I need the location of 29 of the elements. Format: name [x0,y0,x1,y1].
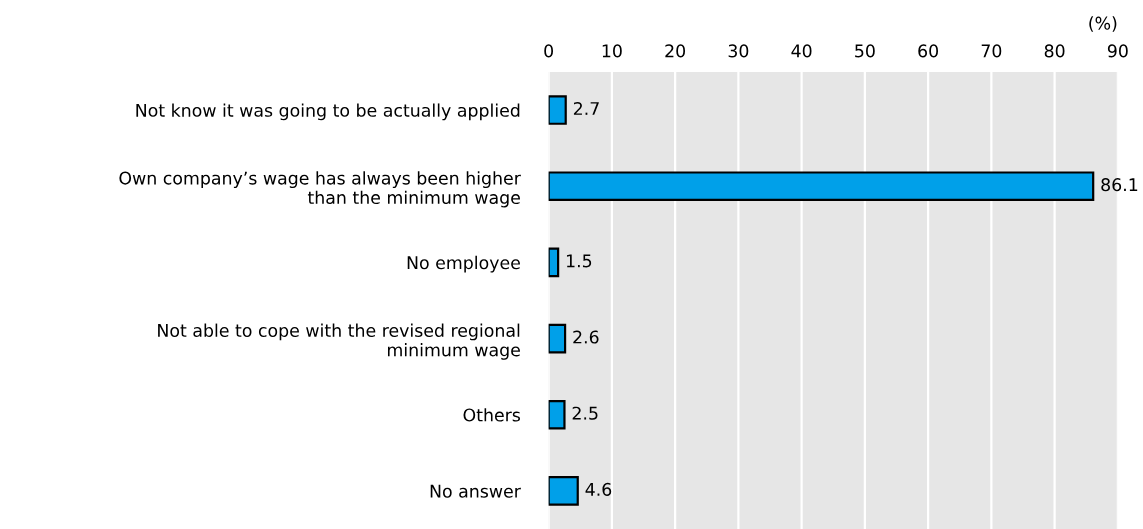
data-label: 2.7 [573,101,599,115]
data-label: 86.1 [1101,178,1138,192]
bar [548,476,579,506]
data-label: 1.5 [566,254,592,268]
data-label: 2.6 [573,330,599,344]
y-tick-label: Not know it was going to be actually applied [136,103,520,121]
bar [548,323,567,354]
x-tick-label: 30 [728,44,749,58]
x-axis-title: (%) [1089,16,1117,32]
data-label: 4.6 [585,482,612,496]
bar [548,247,560,278]
data-label: 2.5 [572,406,598,420]
x-tick-label: 20 [665,44,686,58]
x-tick-label: 60 [918,44,939,58]
y-tick-label: No employee [407,255,520,273]
x-tick-label: 0 [544,44,554,58]
bar [548,399,566,430]
x-tick-label: 80 [1044,44,1065,58]
y-tick-label: Not able to cope with the revised regional minimum wage [158,323,520,360]
y-tick-label: Own company’s wage has always been higher than the minimum wage [119,171,521,208]
x-tick-label: 90 [1107,44,1128,58]
x-tick-label: 70 [981,44,1002,58]
x-tick-label: 50 [855,44,875,58]
x-tick-label: 10 [602,44,622,58]
y-tick-label: No answer [430,484,521,498]
y-tick-label: Others [463,408,521,422]
bar [548,171,1095,202]
bar [548,95,567,125]
x-tick-label: 40 [791,44,812,58]
